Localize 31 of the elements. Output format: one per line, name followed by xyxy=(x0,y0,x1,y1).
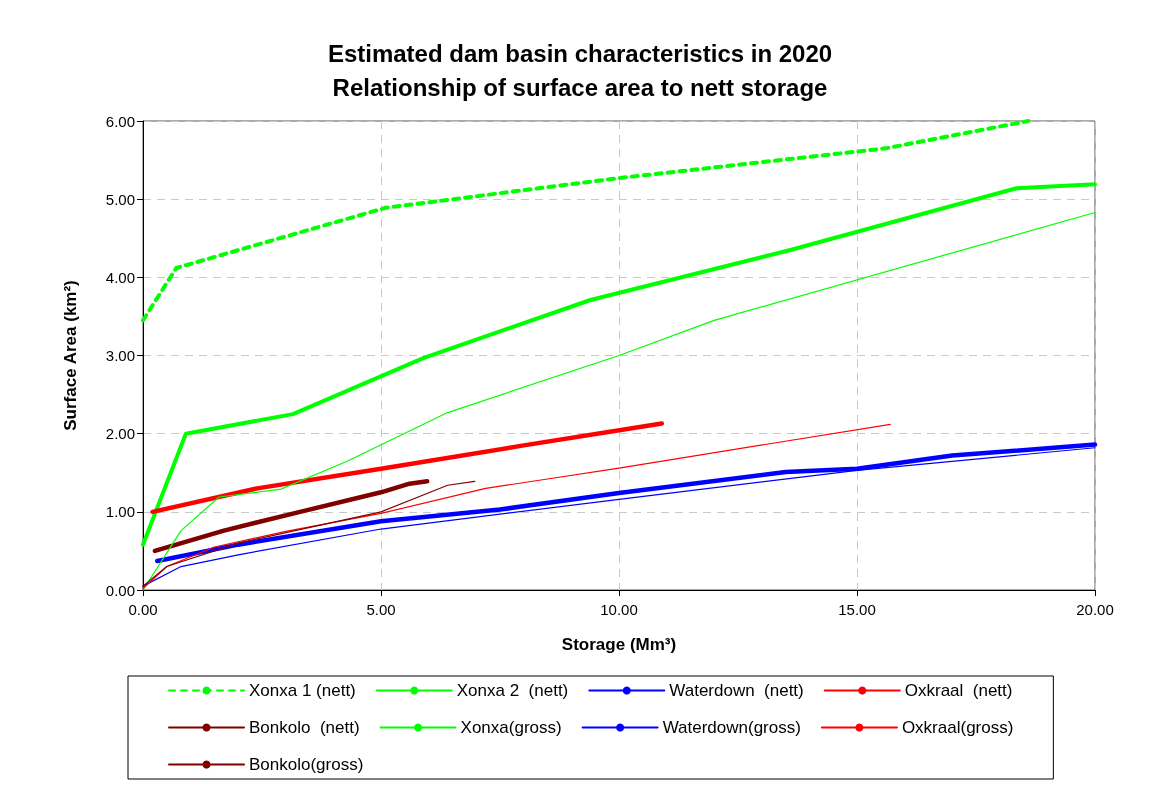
legend-label: Bonkolo (nett) xyxy=(249,718,360,737)
legend-label: Waterdown (nett) xyxy=(669,681,804,700)
line-series xyxy=(141,182,1097,547)
y-tick-label: 3.00 xyxy=(105,347,135,364)
x-tick-label: 20.00 xyxy=(1076,601,1114,618)
x-tick-label: 10.00 xyxy=(600,601,638,618)
legend-label: Xonxa 1 (nett) xyxy=(249,681,356,700)
legend-label: Xonxa(gross) xyxy=(460,718,562,737)
line-series xyxy=(141,119,1031,323)
x-axis-title: Storage (Mm³) xyxy=(561,635,677,654)
line-series xyxy=(142,480,476,587)
legend-label: Oxkraal(gross) xyxy=(901,718,1014,737)
y-tick-label: 0.00 xyxy=(105,581,135,599)
legend-label: Waterdown(gross) xyxy=(662,718,801,737)
y-axis-title: Surface Area (km²) xyxy=(61,280,80,431)
legend-label: Oxkraal (nett) xyxy=(904,681,1013,700)
legend-label: Xonxa 2 (nett) xyxy=(456,681,569,700)
y-tick-label: 5.00 xyxy=(105,190,135,208)
line-series xyxy=(150,421,665,515)
line-series xyxy=(142,423,891,590)
chart-subtitle: Relationship of surface area to nett storage xyxy=(332,73,828,101)
legend-label: Bonkolo(gross) xyxy=(249,755,364,774)
line-series xyxy=(152,479,430,554)
x-tick-label: 5.00 xyxy=(366,601,396,618)
y-tick-label: 6.00 xyxy=(105,112,135,130)
y-tick-label: 1.00 xyxy=(105,503,135,521)
chart-title: Estimated dam basin characteristics in 2020 xyxy=(327,39,833,67)
x-tick-label: 15.00 xyxy=(838,601,876,618)
x-tick-label: 0.00 xyxy=(128,601,158,618)
y-tick-label: 4.00 xyxy=(105,268,135,286)
y-tick-label: 2.00 xyxy=(105,425,135,443)
